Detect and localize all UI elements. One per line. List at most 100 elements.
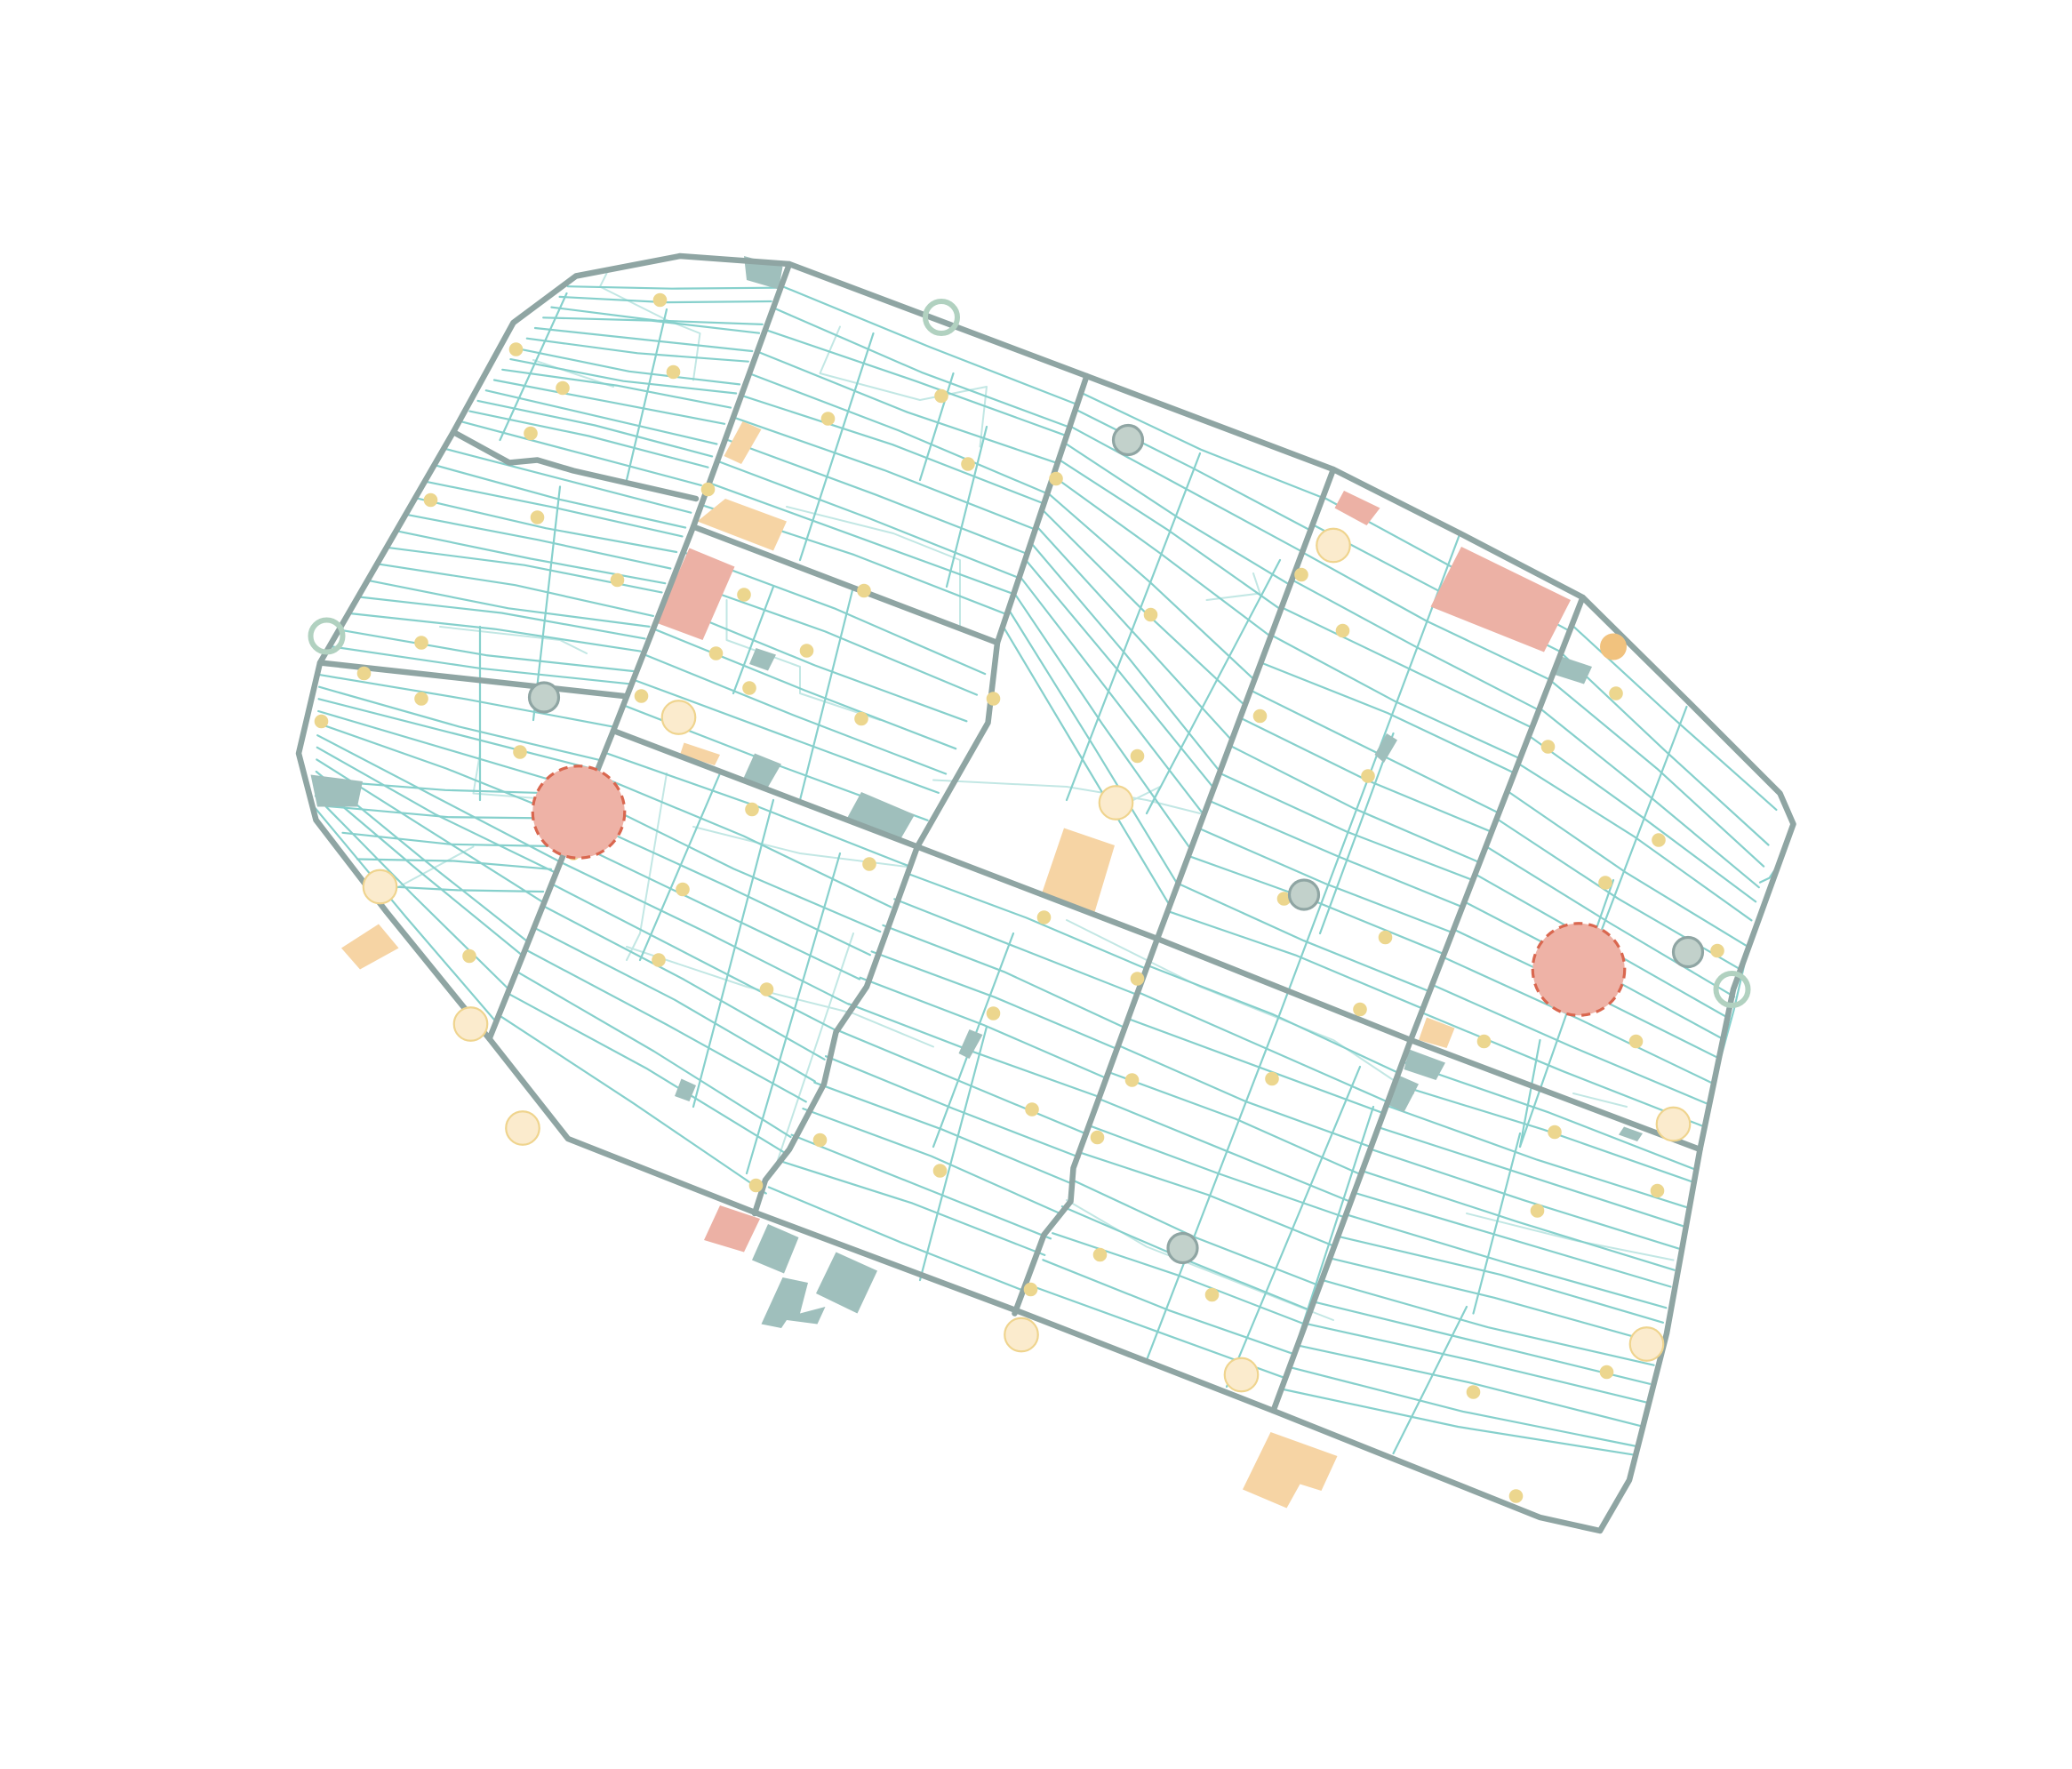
- landmark-icon[interactable]: [1004, 1317, 1039, 1353]
- minor-street: [316, 734, 561, 863]
- minor-street: [652, 628, 957, 750]
- minor-street: [566, 285, 778, 290]
- minor-street: [1269, 634, 1522, 760]
- cross-street: [638, 772, 722, 962]
- poi-dot-icon: [556, 380, 570, 396]
- minor-street: [1337, 1235, 1665, 1324]
- transit-stop-icon[interactable]: [1671, 935, 1705, 969]
- poi-dot-icon: [1276, 892, 1292, 906]
- minor-street: [1385, 1104, 1689, 1209]
- poi-dot-icon: [932, 1164, 948, 1178]
- minor-street: [1041, 508, 1246, 707]
- poi-dot-icon: [1143, 607, 1158, 622]
- building: [1404, 1049, 1445, 1080]
- poi-dot-icon: [1650, 1183, 1665, 1198]
- poi-dot-icon: [1353, 1002, 1367, 1017]
- minor-street: [682, 551, 987, 676]
- poi-dot-icon: [414, 636, 428, 650]
- poi-layer: [314, 292, 1724, 1503]
- minor-street: [1353, 1191, 1672, 1288]
- landmark-icon[interactable]: [505, 1110, 540, 1146]
- poi-dot-icon: [708, 646, 724, 660]
- alley: [1466, 1213, 1675, 1261]
- cross-street: [625, 308, 668, 482]
- minor-street: [1280, 606, 1533, 729]
- transit-stop-icon[interactable]: [527, 681, 561, 714]
- minor-street: [1291, 579, 1540, 711]
- alley: [772, 933, 854, 1174]
- minor-street: [550, 883, 838, 1032]
- poi-dot-icon: [1361, 769, 1375, 783]
- minor-street: [748, 372, 1049, 495]
- alley: [626, 946, 934, 1048]
- minor-street: [904, 871, 1148, 971]
- main-road: [610, 727, 1703, 1153]
- landmark-icon[interactable]: [362, 868, 398, 905]
- building: [742, 753, 781, 789]
- building: [1619, 1126, 1643, 1141]
- minor-street: [1312, 1301, 1652, 1385]
- minor-street: [341, 831, 560, 848]
- minor-street: [371, 884, 545, 893]
- poi-dot-icon: [1025, 1102, 1039, 1117]
- landmark-icon[interactable]: [1223, 1357, 1260, 1393]
- minor-street: [1099, 1098, 1352, 1204]
- minor-street: [316, 746, 556, 874]
- landmark-icon[interactable]: [660, 700, 697, 735]
- poi-dot-icon: [745, 802, 759, 817]
- building: [845, 792, 915, 840]
- transit-stop-icon[interactable]: [1111, 423, 1145, 457]
- minor-street: [541, 904, 826, 1061]
- cross-street: [1065, 452, 1202, 802]
- minor-street: [1420, 1011, 1707, 1128]
- ring-gate-icon[interactable]: [923, 299, 960, 336]
- building-layer: [310, 256, 1643, 1509]
- alley: [1066, 1199, 1334, 1321]
- minor-street: [1280, 1388, 1636, 1456]
- minor-street: [492, 379, 726, 425]
- building: [724, 421, 762, 464]
- minor-street: [1484, 844, 1736, 998]
- minor-street: [1431, 983, 1711, 1107]
- orange-marker-icon[interactable]: [1600, 633, 1627, 660]
- minor-street: [1018, 574, 1205, 816]
- minor-street: [662, 602, 968, 723]
- ring-gate-icon[interactable]: [1713, 971, 1751, 1008]
- poi-dot-icon: [1049, 471, 1063, 486]
- poi-dot-icon: [513, 745, 527, 759]
- landmark-icon[interactable]: [1316, 527, 1351, 564]
- poi-dot-icon: [1252, 708, 1268, 724]
- transit-stop-icon[interactable]: [1287, 878, 1321, 911]
- minor-street: [1042, 1259, 1296, 1356]
- minor-street: [1080, 391, 1324, 500]
- landmark-icon[interactable]: [1628, 1326, 1665, 1362]
- cross-street: [1318, 732, 1395, 935]
- hotspot-icon[interactable]: [531, 764, 627, 860]
- poi-dot-icon: [857, 583, 871, 598]
- building: [958, 1029, 983, 1059]
- minor-street: [315, 782, 524, 957]
- landmark-icon[interactable]: [452, 1006, 489, 1042]
- minor-street: [632, 678, 940, 795]
- minor-street: [1549, 679, 1765, 868]
- building: [341, 924, 399, 970]
- hotspot-icon[interactable]: [1531, 922, 1627, 1017]
- poi-dot-icon: [1508, 1489, 1524, 1503]
- poi-dot-icon: [676, 882, 690, 897]
- cross-street: [1472, 1132, 1522, 1315]
- building: [752, 1224, 799, 1274]
- poi-dot-icon: [862, 857, 876, 871]
- building: [1243, 1432, 1338, 1509]
- alley: [1205, 572, 1261, 601]
- landmark-icon[interactable]: [1655, 1106, 1692, 1142]
- transit-stop-icon[interactable]: [1166, 1231, 1199, 1265]
- ring-gate-icon[interactable]: [308, 617, 346, 655]
- poi-dot-icon: [1598, 876, 1612, 890]
- poi-dot-icon: [1466, 1385, 1481, 1399]
- minor-street: [1296, 1344, 1643, 1428]
- landmark-icon[interactable]: [1098, 785, 1134, 820]
- cross-street: [1518, 1038, 1541, 1149]
- main-road: [1012, 466, 1337, 1317]
- cross-street: [945, 425, 988, 588]
